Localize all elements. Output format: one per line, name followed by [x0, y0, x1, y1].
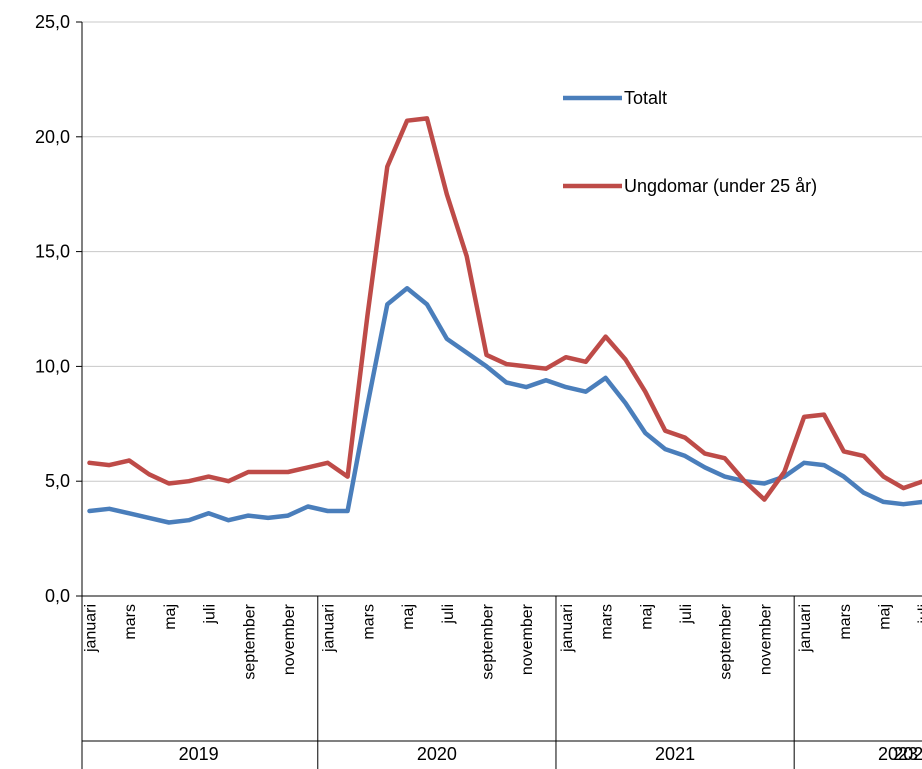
x-tick-label: mars: [360, 604, 377, 640]
x-tick-label: september: [241, 603, 258, 679]
x-tick-label: november: [757, 603, 774, 675]
x-tick-label: juli: [916, 604, 922, 625]
x-tick-label: juli: [440, 604, 457, 625]
year-label: 2021: [655, 744, 695, 764]
y-tick-label: 20,0: [35, 127, 70, 147]
x-axis-year-labels: 2019 2020 2021 20222023: [82, 596, 922, 769]
x-tick-label: mars: [599, 604, 616, 640]
x-tick-label: januari: [559, 604, 576, 653]
x-axis-month-labels: januari mars maj juli september november janua…: [83, 603, 922, 679]
year-label: 2023: [878, 744, 918, 764]
y-tick-label: 0,0: [45, 586, 70, 606]
x-tick-label: maj: [400, 604, 417, 630]
x-tick-label: maj: [162, 604, 179, 630]
x-tick-label: mars: [837, 604, 854, 640]
x-tick-label: september: [718, 603, 735, 679]
x-tick-label: juli: [202, 604, 219, 625]
legend-entry: Totalt: [624, 88, 667, 108]
legend: Totalt Ungdomar (under 25 år): [563, 88, 817, 196]
y-tick-label: 5,0: [45, 471, 70, 491]
x-tick-label: september: [480, 603, 497, 679]
x-tick-label: november: [519, 603, 536, 675]
y-tick-label: 25,0: [35, 12, 70, 32]
x-tick-label: maj: [638, 604, 655, 630]
x-tick-label: mars: [122, 604, 139, 640]
y-tick-label: 10,0: [35, 356, 70, 376]
x-tick-label: juli: [678, 604, 695, 625]
year-label: 2020: [417, 744, 457, 764]
axes: [76, 21, 922, 769]
gridlines: [82, 21, 922, 482]
data-series: [87, 116, 922, 525]
series-line-1: [87, 116, 922, 502]
y-tick-label: 15,0: [35, 242, 70, 262]
x-tick-label: januari: [83, 604, 100, 653]
year-label: 2019: [179, 744, 219, 764]
x-tick-label: maj: [877, 604, 894, 630]
x-tick-label: januari: [321, 604, 338, 653]
y-axis-ticks: 0,0 5,0 10,0 15,0 20,0 25,0: [35, 12, 70, 606]
x-tick-label: januari: [797, 604, 814, 653]
x-tick-label: november: [281, 603, 298, 675]
legend-entry: Ungdomar (under 25 år): [624, 176, 817, 196]
series-line-0: [87, 286, 922, 525]
